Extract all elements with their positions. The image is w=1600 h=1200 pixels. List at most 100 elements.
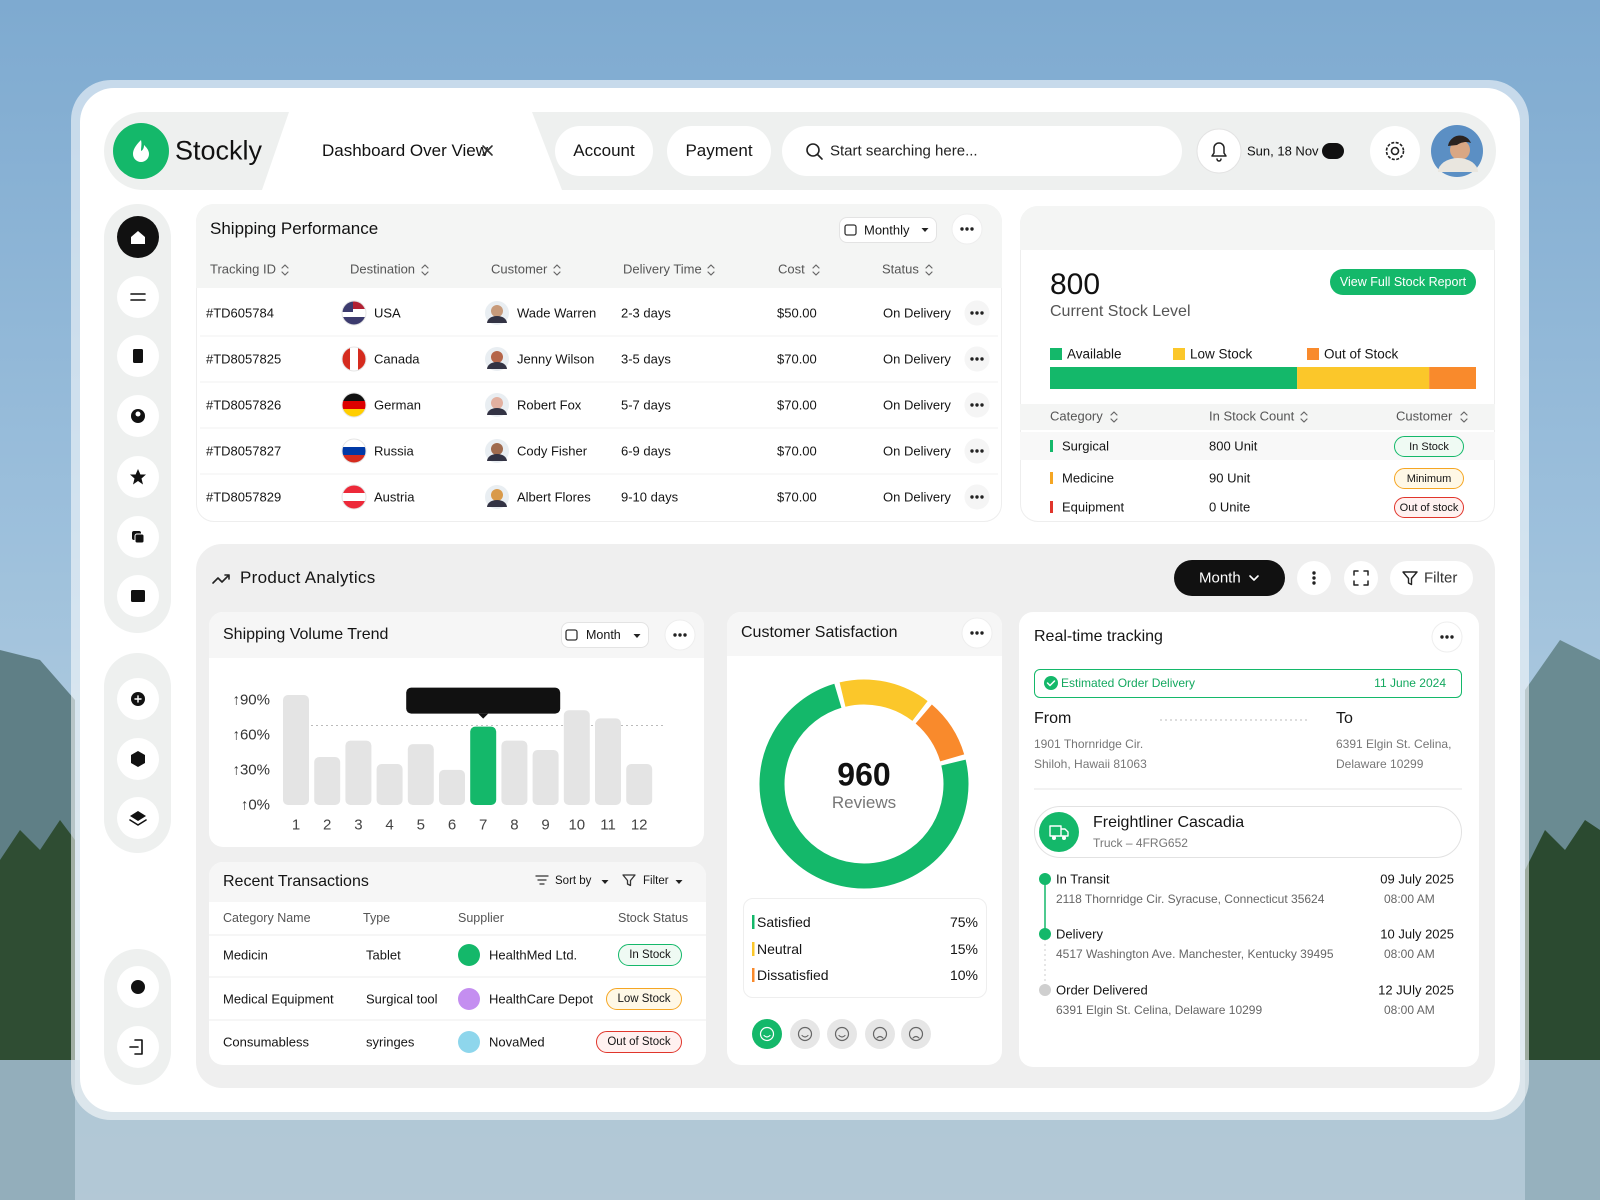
rating-face[interactable] [827,1019,857,1049]
face-mouth [876,1035,884,1039]
y-tick-label: ↑0% [240,796,270,814]
expand-button[interactable] [1344,561,1378,595]
period-dropdown[interactable] [561,622,649,648]
face-mouth [912,1035,920,1039]
event-address: 4517 Washington Ave. Manchester, Kentuck… [1056,947,1334,961]
rating-face[interactable] [901,1019,931,1049]
flag-border [341,346,367,372]
face-icon [759,1026,775,1042]
period-button[interactable] [1174,560,1285,596]
table-header [1020,404,1495,430]
period-label: Month [586,628,621,642]
filter-label: Filter [643,875,669,887]
more-dot [673,633,677,637]
customer-avatar-face [491,489,503,501]
category-marker [1050,472,1053,484]
dropdown-caret [921,228,929,232]
nav-button[interactable]: Payment [667,126,771,176]
bar [376,764,403,805]
rating-face[interactable] [790,1019,820,1049]
rating-face[interactable] [752,1019,782,1049]
cost: $70.00 [777,489,817,505]
card-header [209,862,706,902]
cost: $70.00 [777,351,817,367]
more-dot [970,403,974,407]
rating-face[interactable] [865,1019,895,1049]
sort-icon [553,264,561,269]
filter-icon [622,874,636,887]
more-dot [970,227,974,231]
donut-segment [839,679,928,722]
status: On Delivery [883,489,951,505]
star-icon [130,469,146,485]
event-time: 08:00 AM [1384,947,1435,961]
more-dot [1450,635,1454,639]
stock-count: 0 Unite [1209,499,1251,515]
customer-avatar-body [487,454,507,461]
x-tick-label: 9 [541,816,550,834]
tracking-card [1019,612,1479,1067]
column-header: Delivery Time [623,261,702,277]
stock-report-button[interactable]: View Full Stock Report [1330,269,1476,295]
search-box[interactable] [782,126,1182,176]
face-icon [834,1026,850,1042]
column-header: Supplier [458,911,504,925]
vehicle-card [1034,806,1462,858]
category: Surgical [1062,438,1109,454]
bar [626,764,653,805]
settings-button[interactable] [1370,126,1420,176]
dropdown-caret [601,880,609,884]
filter-button[interactable] [1390,561,1473,595]
more-dot [980,403,984,407]
flag [342,455,366,463]
user-icon [135,411,141,417]
supplier: NovaMed [489,1034,545,1050]
customer-avatar-face [491,305,503,317]
tracking-id: #TD8057825 [206,351,282,367]
layers-icon [129,819,147,826]
flag [342,309,366,317]
flag [342,501,366,509]
copy-icon [134,533,145,544]
date: Sun, 18 Nov [1247,143,1319,159]
supplier: HealthCare Depot [489,991,594,1007]
event-address: 6391 Elgin St. Celina, Delaware 10299 [1056,1003,1263,1017]
legend-label: Available [1067,346,1122,362]
stock-value: 800 [1050,268,1101,301]
flag [342,447,366,455]
stock-bar-segment [1050,367,1298,389]
tracking-id: #TD8057829 [206,489,282,505]
category: Consumabless [223,1034,309,1050]
sort-icon [1300,418,1308,423]
destination: USA [374,305,401,321]
search-icon [816,153,823,160]
bar [407,744,434,805]
category: Medicine [1062,470,1115,486]
sort-icon [1110,418,1118,423]
home-icon [131,231,145,244]
column-header: Status [882,261,919,277]
more-dot [1312,576,1316,580]
sort-icon [281,264,289,269]
sort-icon [421,271,429,276]
flag [342,393,366,401]
customer-avatar-face [491,443,503,455]
card-title: Customer Satisfaction [741,624,898,641]
event-status: Order Delivered [1056,982,1148,998]
flag [342,317,366,325]
notification-button[interactable] [1196,128,1242,174]
x-tick-label: 1 [291,816,301,834]
settings-slider-icon [130,293,146,301]
truck-icon [1049,825,1069,837]
period-dropdown[interactable] [839,217,937,243]
sidebar-button[interactable] [117,276,159,318]
nav-button[interactable]: Account [555,126,653,176]
sort-icon [535,875,549,885]
x-tick-label: 12 [630,816,648,834]
legend-marker [752,915,755,929]
bar [470,726,497,805]
sort-icon [707,271,715,276]
more-dot [975,403,979,407]
logout-icon [129,1039,143,1055]
search-icon [806,143,820,157]
